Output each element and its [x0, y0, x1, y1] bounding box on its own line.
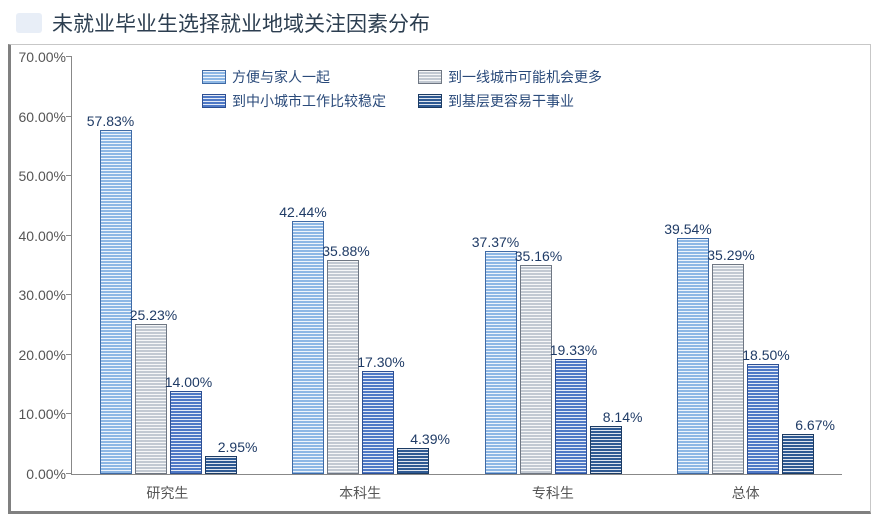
- bar: 42.44%: [292, 221, 324, 474]
- bar-group-bars: 39.54%35.29%18.50%6.67%: [650, 57, 843, 474]
- bar-group: 39.54%35.29%18.50%6.67%: [650, 57, 843, 474]
- bar: 4.39%: [397, 448, 429, 474]
- y-tick-label: 70.00%: [16, 49, 66, 65]
- bar-data-label: 14.00%: [165, 374, 212, 390]
- bar-data-label: 19.33%: [550, 342, 597, 358]
- legend-item: 到中小城市工作比较稳定: [202, 91, 386, 111]
- legend-item: 到基层更容易干事业: [418, 91, 602, 111]
- bar: 25.23%: [135, 324, 167, 474]
- bar: 2.95%: [205, 456, 237, 474]
- bar-group: 57.83%25.23%14.00%2.95%: [72, 57, 265, 474]
- bar-data-label: 39.54%: [664, 221, 711, 237]
- chart-title-row: 未就业毕业生选择就业地域关注因素分布: [8, 6, 871, 44]
- bar-data-label: 35.16%: [515, 248, 562, 264]
- y-tick-mark: [66, 56, 72, 57]
- y-tick-label: 50.00%: [16, 168, 66, 184]
- bar-data-label: 35.29%: [707, 247, 754, 263]
- bar: 18.50%: [747, 364, 779, 474]
- legend-swatch-icon: [418, 70, 442, 84]
- bar-data-label: 18.50%: [742, 347, 789, 363]
- legend-label: 到基层更容易干事业: [448, 91, 574, 111]
- logo-placeholder-icon: [16, 13, 42, 33]
- legend-label: 到一线城市可能机会更多: [448, 67, 602, 87]
- y-tick-mark: [66, 354, 72, 355]
- chart-title: 未就业毕业生选择就业地域关注因素分布: [52, 8, 430, 38]
- bar-data-label: 37.37%: [472, 234, 519, 250]
- y-tick-mark: [66, 235, 72, 236]
- y-tick-mark: [66, 116, 72, 117]
- chart-frame: 方便与家人一起 到一线城市可能机会更多到中小城市工作比较稳定 到基层更容易干事业 5…: [8, 44, 871, 514]
- bar: 17.30%: [362, 371, 394, 474]
- y-tick-label: 40.00%: [16, 228, 66, 244]
- legend-label: 方便与家人一起: [232, 67, 330, 87]
- bar-data-label: 35.88%: [322, 243, 369, 259]
- legend-label: 到中小城市工作比较稳定: [232, 91, 386, 111]
- y-tick-label: 10.00%: [16, 406, 66, 422]
- bar-data-label: 42.44%: [279, 204, 326, 220]
- bar-group: 37.37%35.16%19.33%8.14%: [457, 57, 650, 474]
- legend-item: 方便与家人一起: [202, 67, 386, 87]
- bar: 37.37%: [485, 251, 517, 474]
- bar: 35.29%: [712, 264, 744, 474]
- legend-item: 到一线城市可能机会更多: [418, 67, 602, 87]
- bar: 8.14%: [590, 426, 622, 474]
- y-tick-label: 20.00%: [16, 347, 66, 363]
- bar: 39.54%: [677, 238, 709, 474]
- bar-data-label: 17.30%: [357, 354, 404, 370]
- legend-swatch-icon: [418, 94, 442, 108]
- x-axis-label: 本科生: [264, 483, 457, 503]
- y-tick-label: 30.00%: [16, 287, 66, 303]
- y-tick-mark: [66, 175, 72, 176]
- bar: 19.33%: [555, 359, 587, 474]
- bar: 14.00%: [170, 391, 202, 474]
- bar-data-label: 8.14%: [603, 409, 643, 425]
- bar-group-bars: 42.44%35.88%17.30%4.39%: [265, 57, 458, 474]
- plot-area: 方便与家人一起 到一线城市可能机会更多到中小城市工作比较稳定 到基层更容易干事业 5…: [71, 57, 842, 475]
- bar: 6.67%: [782, 434, 814, 474]
- bar-data-label: 25.23%: [130, 307, 177, 323]
- x-axis-label: 专科生: [457, 483, 650, 503]
- x-axis-label: 研究生: [71, 483, 264, 503]
- bar-groups: 57.83%25.23%14.00%2.95%42.44%35.88%17.30…: [72, 57, 842, 474]
- bar-group-bars: 37.37%35.16%19.33%8.14%: [457, 57, 650, 474]
- y-tick-mark: [66, 413, 72, 414]
- y-tick-mark: [66, 473, 72, 474]
- x-axis-labels: 研究生本科生专科生总体: [71, 483, 842, 503]
- bar: 57.83%: [100, 130, 132, 475]
- y-tick-mark: [66, 294, 72, 295]
- bar-data-label: 57.83%: [87, 113, 134, 129]
- y-tick-label: 60.00%: [16, 109, 66, 125]
- x-axis-label: 总体: [649, 483, 842, 503]
- bar-group-bars: 57.83%25.23%14.00%2.95%: [72, 57, 265, 474]
- bar-data-label: 4.39%: [410, 431, 450, 447]
- bar-data-label: 6.67%: [795, 417, 835, 433]
- bar-group: 42.44%35.88%17.30%4.39%: [265, 57, 458, 474]
- bar: 35.16%: [520, 265, 552, 474]
- legend-swatch-icon: [202, 70, 226, 84]
- bar: 35.88%: [327, 260, 359, 474]
- legend: 方便与家人一起 到一线城市可能机会更多到中小城市工作比较稳定 到基层更容易干事业: [202, 67, 602, 111]
- legend-swatch-icon: [202, 94, 226, 108]
- bar-data-label: 2.95%: [218, 439, 258, 455]
- y-tick-label: 0.00%: [16, 466, 66, 482]
